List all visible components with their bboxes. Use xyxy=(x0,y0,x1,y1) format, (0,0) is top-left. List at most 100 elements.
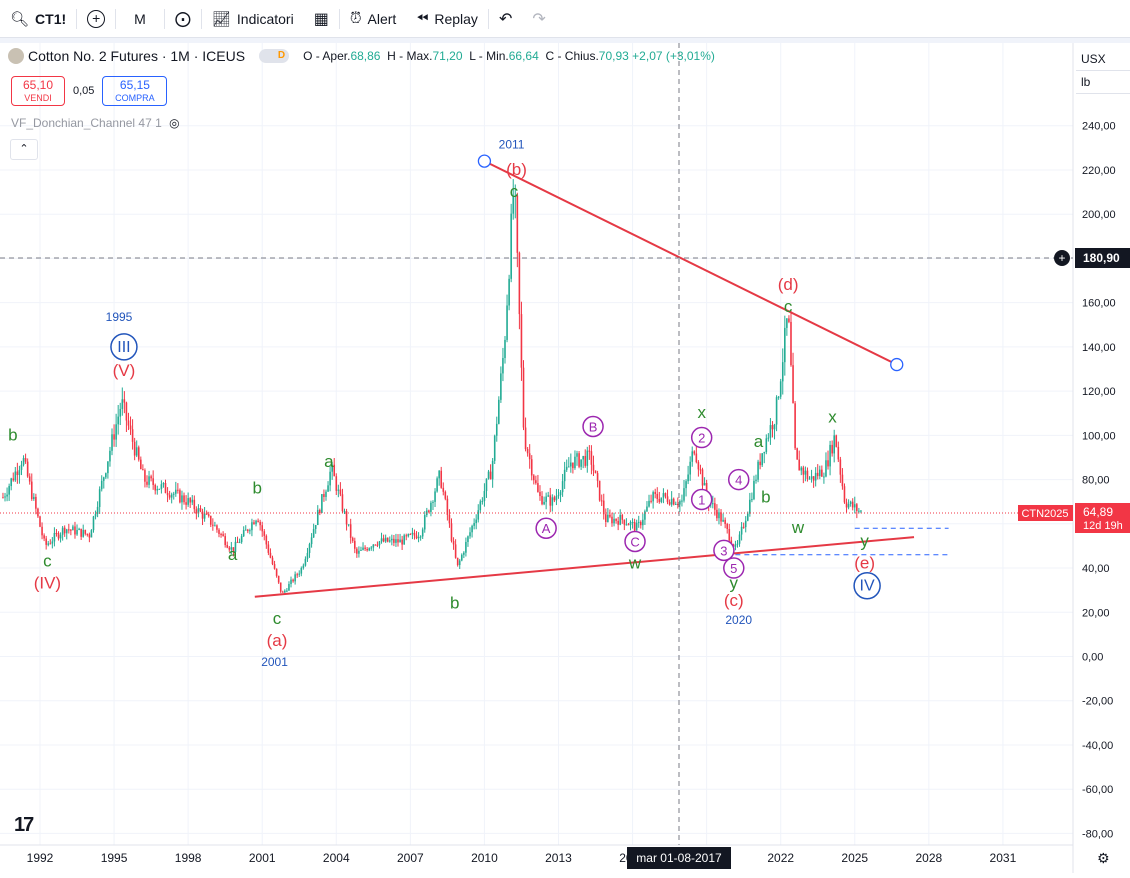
candle-body xyxy=(602,500,605,515)
indicator-legend[interactable]: VF_Donchian_Channel 47 1 ◎ xyxy=(11,116,180,130)
candle-body xyxy=(428,510,430,512)
candle-body xyxy=(281,591,284,593)
candle-body xyxy=(843,486,846,503)
candle-body xyxy=(84,529,87,534)
tradingview-logo[interactable]: 17 xyxy=(14,814,34,836)
candle-body xyxy=(393,538,395,543)
wave-label: (e) xyxy=(854,554,875,573)
candle-body xyxy=(119,408,122,417)
candle-body xyxy=(49,543,52,545)
candle-body xyxy=(228,547,231,550)
candle-body xyxy=(96,506,99,514)
candle-body xyxy=(788,318,790,322)
candle-body xyxy=(751,499,753,501)
candle-body xyxy=(199,508,202,512)
candle-body xyxy=(543,501,545,505)
candle-body xyxy=(419,536,422,538)
candle-body xyxy=(271,557,274,565)
candle-body xyxy=(740,526,743,535)
candle-body xyxy=(716,509,718,519)
wave-label: w xyxy=(628,554,642,573)
candle-body xyxy=(526,449,529,454)
candle-body xyxy=(417,537,420,539)
wave-label: y xyxy=(860,532,869,551)
candle-body xyxy=(633,522,636,531)
divider xyxy=(76,8,78,29)
candle-body xyxy=(226,545,229,548)
alert-button[interactable]: ⏰︎ Alert xyxy=(340,0,407,38)
trendline xyxy=(254,536,915,598)
candle-body xyxy=(220,534,222,536)
candle-body xyxy=(374,544,377,546)
price-scale: 240,00220,00200,00180,00160,00140,00120,… xyxy=(1082,121,1116,841)
undo-button[interactable]: ↶ xyxy=(489,0,522,38)
hide-eye-icon[interactable]: ◎ xyxy=(169,116,180,130)
candle-body xyxy=(506,305,508,340)
candle-body xyxy=(835,435,838,447)
candle-body xyxy=(113,434,115,440)
candle-body xyxy=(255,520,257,525)
candle-body xyxy=(746,513,749,521)
candle-body xyxy=(2,497,4,499)
candle-body xyxy=(823,476,825,478)
candle-body xyxy=(177,489,179,491)
symbol-logo-icon xyxy=(8,48,24,64)
candle-body xyxy=(88,534,91,538)
candle-body xyxy=(117,416,119,425)
time-tick-label: 2007 xyxy=(397,851,424,865)
gear-icon[interactable]: ⚙ xyxy=(1097,850,1110,866)
crosshair-date-box xyxy=(627,847,731,869)
candle-body xyxy=(448,514,451,524)
candle-body xyxy=(763,452,766,454)
candle-body xyxy=(790,321,792,366)
add-symbol-icon: + xyxy=(87,9,106,28)
collapse-legend-button[interactable]: ⌃ xyxy=(10,139,38,160)
compare-button[interactable]: + xyxy=(77,0,115,38)
buy-button[interactable]: 65,15 COMPRA xyxy=(102,76,168,106)
candle-body xyxy=(284,590,286,593)
candle-body xyxy=(687,474,689,482)
sell-label: VENDI xyxy=(24,93,52,103)
redo-button[interactable]: ↷ xyxy=(522,0,555,38)
data-delay-toggle[interactable]: D xyxy=(259,49,290,63)
price-scale-units[interactable]: USX lb xyxy=(1076,48,1130,94)
candle-body xyxy=(465,541,467,553)
replay-button[interactable]: ⏪︎ Replay xyxy=(406,0,488,38)
candle-body xyxy=(520,314,523,368)
price-tick-label: 40,00 xyxy=(1082,563,1110,575)
candle-body xyxy=(6,494,8,497)
currency-label[interactable]: USX xyxy=(1076,48,1130,71)
wave-label: 1 xyxy=(698,492,705,507)
candle-body xyxy=(761,453,763,466)
sell-button[interactable]: 65,10 VENDI xyxy=(11,76,65,106)
candle-body xyxy=(164,483,167,494)
candle-body xyxy=(16,471,19,476)
candle-body xyxy=(41,526,43,536)
candle-body xyxy=(469,532,471,537)
wave-circle xyxy=(690,426,713,449)
unit-label[interactable]: lb xyxy=(1076,71,1130,94)
candle-body xyxy=(51,541,54,544)
candle-body xyxy=(76,529,78,535)
symbol-search[interactable]: 🔍︎ CT1! xyxy=(0,0,76,38)
candle-body xyxy=(61,527,64,535)
interval-button[interactable]: M xyxy=(116,0,164,38)
candle-body xyxy=(279,582,282,592)
candle-body xyxy=(642,519,644,526)
layouts-button[interactable]: ▦ xyxy=(304,0,339,38)
candle-body xyxy=(105,473,107,478)
chart-type-button[interactable]: ⨀︎ xyxy=(165,0,201,38)
chevron-up-icon: ⌃ xyxy=(19,143,29,155)
indicators-button[interactable]: 📈︎ Indicatori xyxy=(202,0,304,38)
candle-body xyxy=(22,458,25,465)
close-label: C - Chius. xyxy=(545,49,599,63)
candle-body xyxy=(596,473,599,481)
time-tick-label: 2004 xyxy=(323,851,350,865)
price-chart[interactable]: b c (IV) 1995 III (V) a b c (a) 2001 a b 2011 (b) c A B Cw… xyxy=(0,43,1130,873)
spread-value: 0,05 xyxy=(73,85,95,97)
candle-body xyxy=(436,478,438,492)
candle-body xyxy=(57,533,60,539)
wave-label: A xyxy=(542,521,551,536)
candle-body xyxy=(409,534,412,536)
